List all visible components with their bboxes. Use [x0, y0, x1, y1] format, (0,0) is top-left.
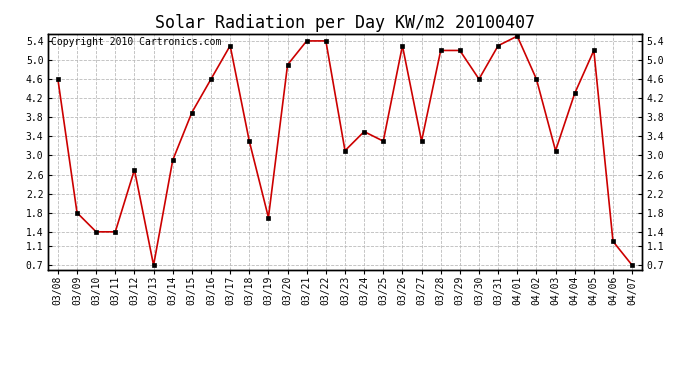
Text: Copyright 2010 Cartronics.com: Copyright 2010 Cartronics.com: [51, 37, 221, 47]
Title: Solar Radiation per Day KW/m2 20100407: Solar Radiation per Day KW/m2 20100407: [155, 14, 535, 32]
